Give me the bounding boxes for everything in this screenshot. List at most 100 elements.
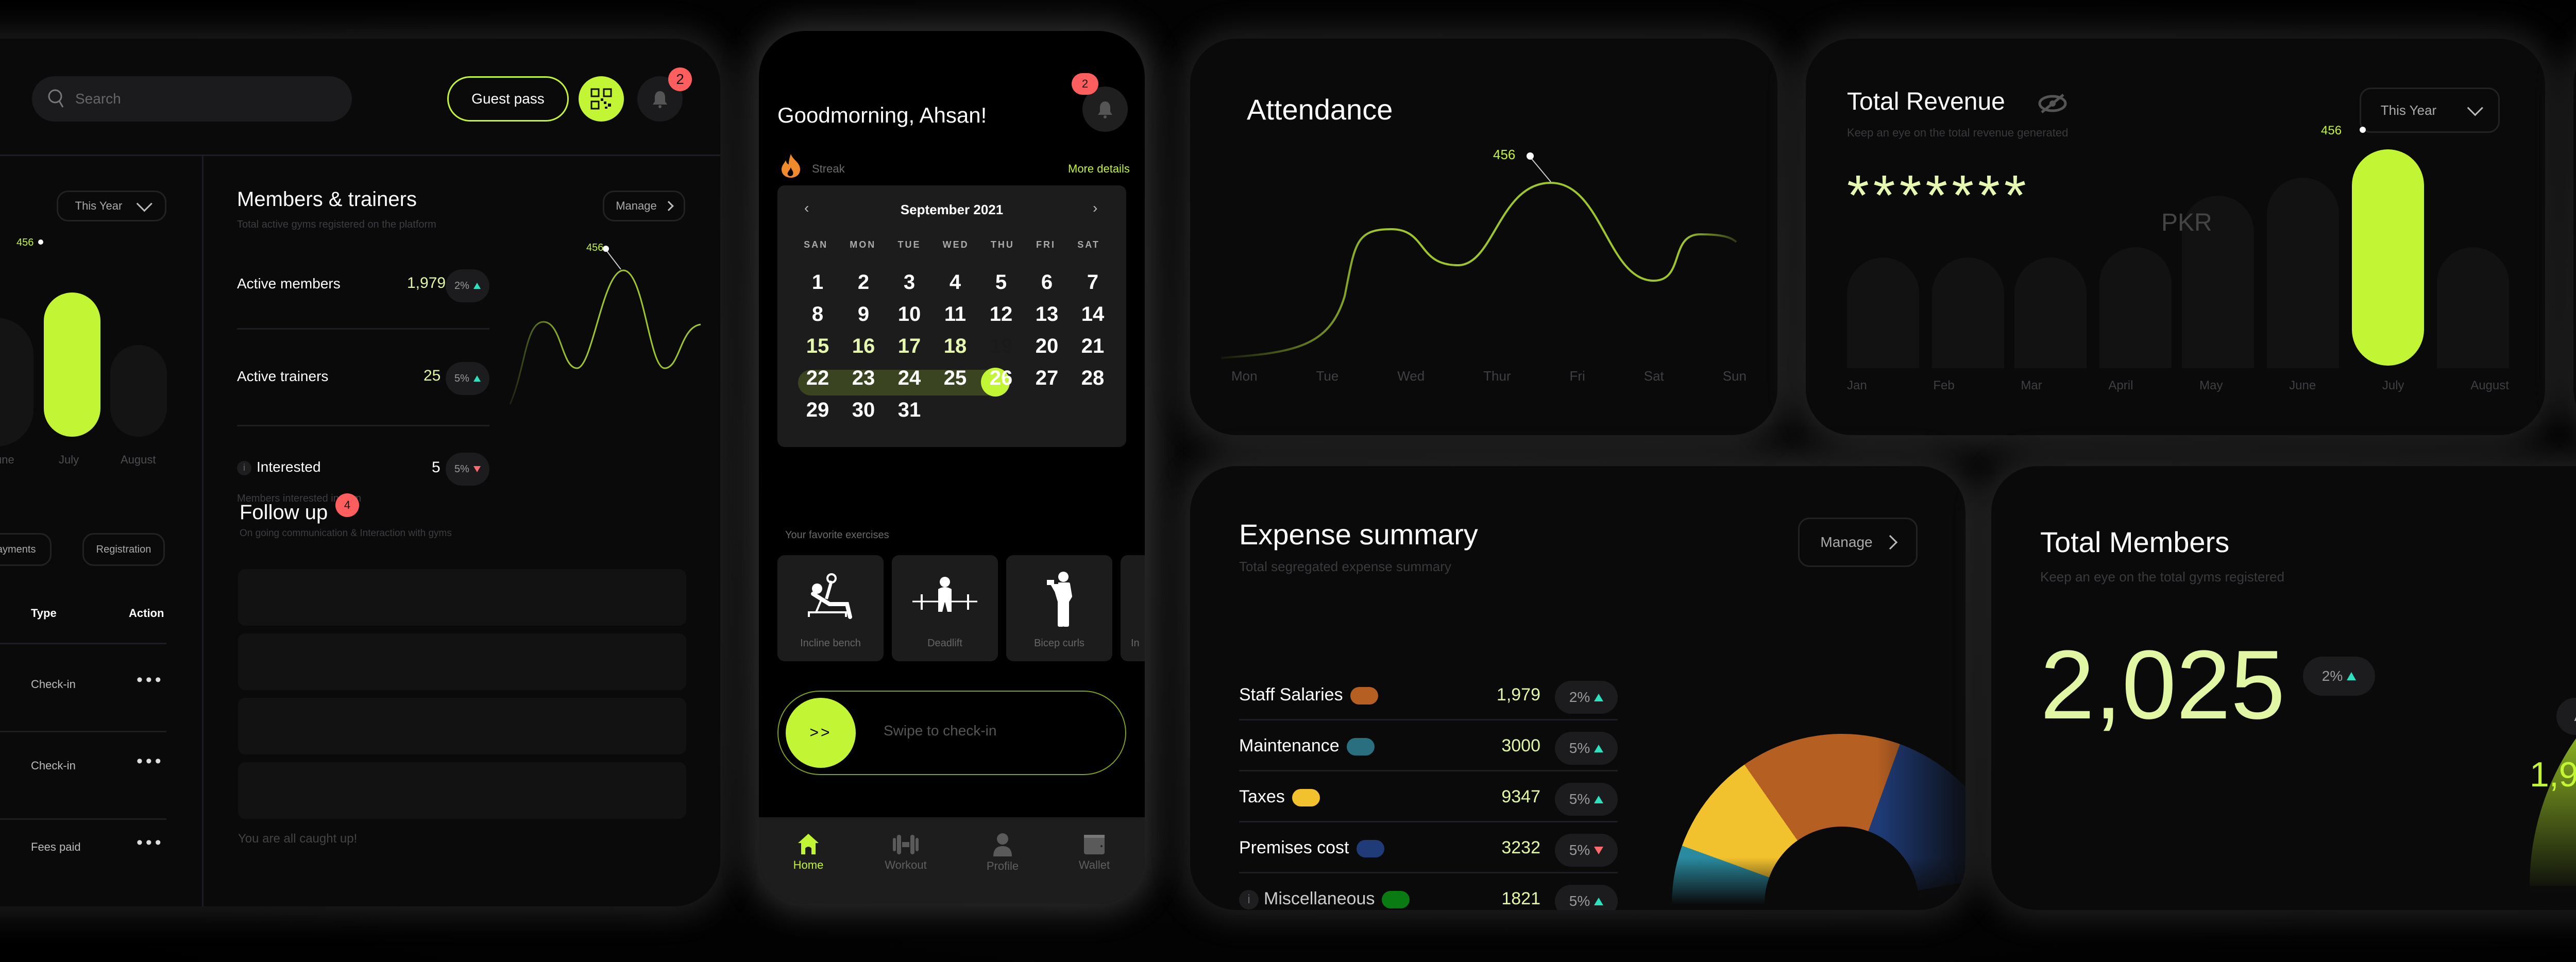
expense-row: Premises cost 3232 5% [1239,822,1618,873]
exercise-card[interactable]: In [1121,555,1145,661]
revenue-highlight-label: 456 [2321,124,2342,138]
guest-pass-button[interactable]: Guest pass [447,76,569,122]
search-input[interactable]: Search [32,76,352,122]
swipe-to-check-in[interactable]: >> Swipe to check-in [777,691,1126,775]
calendar-day[interactable]: 22 [806,367,829,389]
calendar-day[interactable]: 30 [852,399,875,421]
favorites-label: Your favorite exercises [785,529,889,541]
members-chart-peak-label: 456 [586,242,604,253]
swipe-handle[interactable]: >> [786,698,856,768]
follow-up-item[interactable] [238,698,686,754]
qr-code-button[interactable] [579,76,624,122]
calendar-day[interactable]: 11 [944,303,967,325]
nav-home[interactable]: Home [777,833,839,872]
calendar-day[interactable]: 26 [989,367,1013,389]
previous-month-button[interactable]: ‹ [804,200,809,216]
next-month-button[interactable]: › [1093,200,1098,216]
follow-up-item[interactable] [238,762,686,819]
table-divider [0,818,166,820]
period-select[interactable]: This Year [57,191,166,221]
more-details-link[interactable]: More details [1068,162,1130,175]
calendar-day[interactable]: 16 [852,335,875,357]
calendar-day[interactable]: 9 [857,303,870,325]
table-row[interactable]: Fees paid ••• [0,820,166,906]
calendar-day[interactable]: 27 [1035,367,1059,389]
calendar-day[interactable]: 14 [1081,303,1105,325]
calendar-day[interactable]: 21 [1081,335,1105,357]
info-icon[interactable]: i [1239,890,1259,910]
highlight-dot [2360,127,2366,133]
exercise-card[interactable]: Bicep curls [1006,555,1112,661]
filter-registration[interactable]: Registration [82,533,165,566]
trend-value: 5% [1569,893,1590,909]
calendar-day[interactable]: 13 [1035,303,1059,325]
calendar-day[interactable]: 15 [806,335,829,357]
trend-value: 5% [1569,791,1590,807]
stat-value: 1,979 [407,274,446,291]
calendar-day[interactable]: 24 [897,367,921,389]
calendar-day[interactable]: 18 [943,335,967,357]
stat-note: Members interested in gym [237,493,362,504]
nav-workout[interactable]: Workout [875,833,937,872]
follow-up-item[interactable] [238,569,686,626]
calendar-day[interactable]: 29 [806,399,829,421]
stat-row-interested: i Interested 5 5% Members interested in g… [237,453,489,504]
calendar-day[interactable]: 31 [897,399,921,421]
more-actions-icon[interactable]: ••• [137,670,164,690]
total-members-title: Total Members [2040,526,2230,558]
home-icon [798,834,819,854]
expense-label-text: Taxes [1239,787,1285,806]
trend-value: 5% [1569,842,1590,858]
calendar-day[interactable]: 28 [1081,367,1105,389]
bottom-nav: Home Workout Profile Wallet [759,817,1145,904]
calendar-day[interactable]: 8 [811,303,824,325]
expense-row: Maintenance 3000 5% [1239,720,1618,771]
nav-profile[interactable]: Profile [972,833,1033,873]
calendar-day[interactable]: 1 [811,271,824,294]
more-actions-icon[interactable]: ••• [137,751,164,771]
expense-label-text: Miscellaneous [1264,889,1375,908]
follow-up-item[interactable] [238,633,686,690]
day-label: Tue [1316,368,1339,384]
revenue-subtitle: Keep an eye on the total revenue generat… [1847,126,2069,139]
calendar-day[interactable]: 12 [989,303,1013,325]
calendar-day[interactable]: 7 [1087,271,1099,294]
column-divider [202,154,204,906]
selected-day-highlight [981,368,1010,397]
weekday: SAT [1077,239,1100,250]
table-row[interactable]: Check-in ••• [0,732,166,819]
eye-off-icon[interactable] [2038,93,2067,114]
manage-label: Manage [616,199,657,212]
calendar-day[interactable]: 5 [995,271,1007,294]
exercise-card[interactable]: Deadlift [892,555,998,661]
more-actions-icon[interactable]: ••• [137,833,164,852]
calendar-day[interactable]: 3 [903,271,916,294]
expense-label-text: Staff Salaries [1239,685,1343,705]
expense-label-text: Maintenance [1239,736,1340,755]
trend-up-icon [2347,672,2357,680]
calendar-day[interactable]: 19 [989,335,1013,357]
info-icon[interactable]: i [237,460,251,475]
nav-wallet[interactable]: Wallet [1063,833,1125,872]
manage-button[interactable]: Manage [603,191,685,221]
weekday: WED [942,239,969,250]
table-row[interactable]: Check-in ••• [0,644,166,731]
manage-button[interactable]: Manage [1798,518,1918,567]
row-divider [1239,821,1618,822]
calendar-day[interactable]: 25 [943,367,967,389]
trend-badge: 5% [446,362,489,395]
calendar-day[interactable]: 17 [897,335,921,357]
total-revenue-card: Total Revenue Keep an eye on the total r… [1806,39,2545,435]
calendar-day[interactable]: 2 [857,271,870,294]
calendar-day[interactable]: 4 [949,271,961,294]
exercise-card[interactable]: Incline bench [777,555,884,661]
revenue-period-select[interactable]: This Year [2360,88,2500,133]
calendar-day[interactable]: 20 [1035,335,1059,357]
phone-notification-badge: 2 [1072,73,1098,95]
calendar-day[interactable]: 10 [897,303,921,325]
filter-payments[interactable]: Payments [0,533,52,566]
stat-label: Active trainers [237,368,329,384]
calendar-day[interactable]: 6 [1041,271,1053,294]
calendar-day[interactable]: 23 [852,367,875,389]
search-icon [48,89,64,108]
